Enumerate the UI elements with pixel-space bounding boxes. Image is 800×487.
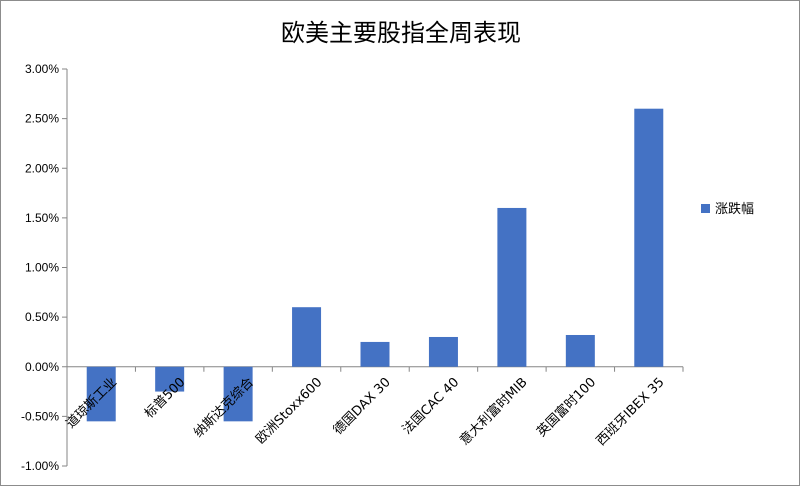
y-tick-label: 2.50% — [25, 112, 59, 126]
bar — [155, 366, 185, 392]
bar — [497, 207, 527, 367]
y-tick-label: -1.00% — [21, 459, 59, 473]
bar — [565, 334, 595, 367]
y-tick-label: 1.50% — [25, 211, 59, 225]
legend-swatch — [701, 204, 710, 213]
y-tick-label: -0.50% — [21, 409, 59, 423]
x-category-label: 英国富时100 — [534, 374, 600, 440]
bar — [86, 366, 116, 422]
y-tick-label: 1.00% — [25, 261, 59, 275]
y-tick-label: 2.00% — [25, 161, 59, 175]
bar — [428, 336, 458, 367]
bar — [634, 108, 664, 367]
bar — [360, 341, 390, 367]
bar — [223, 366, 253, 422]
x-category-label: 欧洲Stoxx600 — [253, 375, 325, 447]
x-category-label: 西班牙IBEX 35 — [594, 375, 668, 449]
legend: 涨跌幅 — [701, 201, 754, 217]
bars — [86, 108, 664, 422]
x-category-label: 德国DAX 30 — [331, 375, 394, 438]
y-tick-label: 0.00% — [25, 360, 59, 374]
bar — [292, 307, 322, 367]
x-category-label: 意大利富时MIB — [456, 374, 530, 448]
y-tick-label: 3.00% — [25, 62, 59, 76]
y-axis-ticks: -1.00% -0.50% 0.00% 0.50% 1.00% 1.50% 2.00% 2.5… — [21, 62, 67, 473]
chart-title: 欧美主要股指全周表现 — [281, 19, 521, 47]
legend-label: 涨跌幅 — [715, 201, 754, 217]
y-tick-label: 0.50% — [25, 310, 59, 324]
x-category-label: 法国CAC 40 — [400, 375, 463, 438]
